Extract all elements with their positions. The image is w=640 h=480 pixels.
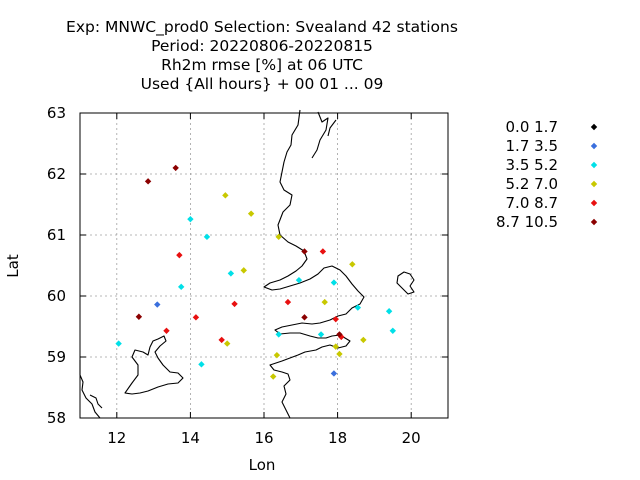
data-point xyxy=(332,315,339,323)
data-point xyxy=(240,267,247,274)
data-point xyxy=(218,336,225,344)
legend-marker xyxy=(590,123,598,131)
station-points xyxy=(115,164,396,380)
data-point xyxy=(385,308,393,315)
title-line-4: Used {All hours} + 00 01 ... 09 xyxy=(141,75,384,93)
data-point xyxy=(354,304,362,311)
y-tick-label: 58 xyxy=(47,409,66,427)
coast-north-inlet xyxy=(311,111,329,159)
y-tick-label: 63 xyxy=(47,104,66,122)
data-point xyxy=(247,210,255,217)
data-point xyxy=(192,314,200,321)
legend-label: 5.2 7.0 xyxy=(506,175,558,193)
coastline xyxy=(79,109,415,419)
coast-northeast xyxy=(327,119,337,137)
data-point xyxy=(187,215,194,223)
data-point xyxy=(319,248,327,255)
data-point xyxy=(336,331,343,338)
x-tick-label: 14 xyxy=(181,429,200,447)
data-point xyxy=(176,251,183,259)
legend-label: 3.5 5.2 xyxy=(506,156,558,174)
data-point xyxy=(231,300,238,308)
data-point xyxy=(178,283,185,291)
x-tick-label: 12 xyxy=(107,429,126,447)
legend-marker xyxy=(590,161,598,169)
data-point xyxy=(163,327,170,334)
data-point xyxy=(144,178,152,185)
data-point xyxy=(332,343,339,350)
coast-west-inlet xyxy=(89,394,103,409)
coast-east xyxy=(263,109,365,419)
grid-lines xyxy=(80,113,448,418)
x-tick-label: 18 xyxy=(328,429,347,447)
data-point xyxy=(154,301,161,308)
data-point xyxy=(330,279,338,286)
legend-label: 1.7 3.5 xyxy=(506,137,558,155)
data-point xyxy=(301,314,308,321)
data-point xyxy=(275,331,282,338)
data-point xyxy=(284,298,292,306)
tick-labels: 12 14 16 18 20 58 59 60 61 62 63 xyxy=(47,104,421,447)
legend: 0.0 1.71.7 3.53.5 5.25.2 7.07.0 8.78.7 1… xyxy=(496,118,598,231)
island-aland xyxy=(396,271,415,295)
y-tick-label: 60 xyxy=(47,287,66,305)
data-point xyxy=(301,248,308,255)
data-point xyxy=(275,233,282,241)
x-axis-label: Lon xyxy=(249,456,276,474)
legend-marker xyxy=(590,180,598,188)
data-point xyxy=(203,233,211,241)
data-point xyxy=(222,192,229,199)
data-point xyxy=(273,351,281,359)
data-point xyxy=(389,327,396,334)
legend-label: 0.0 1.7 xyxy=(506,118,558,136)
y-axis-label: Lat xyxy=(4,254,22,278)
legend-marker xyxy=(590,142,598,150)
lake-vanern xyxy=(124,335,184,395)
title-line-1: Exp: MNWC_prod0 Selection: Svealand 42 s… xyxy=(66,18,458,37)
data-point xyxy=(224,340,231,347)
y-tick-label: 59 xyxy=(47,348,66,366)
y-tick-label: 62 xyxy=(47,165,66,183)
chart-title: Exp: MNWC_prod0 Selection: Svealand 42 s… xyxy=(66,18,458,93)
data-point xyxy=(317,331,325,338)
y-tick-label: 61 xyxy=(47,226,66,244)
data-point xyxy=(115,340,122,347)
data-point xyxy=(321,298,328,306)
legend-marker xyxy=(590,199,598,207)
data-point xyxy=(330,370,338,377)
data-point xyxy=(360,336,367,344)
data-point xyxy=(295,276,303,284)
legend-label: 8.7 10.5 xyxy=(496,213,558,231)
legend-label: 7.0 8.7 xyxy=(506,194,558,212)
data-point xyxy=(336,350,343,358)
title-line-2: Period: 20220806-20220815 xyxy=(151,37,373,55)
tick-marks xyxy=(80,112,448,419)
data-point xyxy=(135,313,143,320)
data-point xyxy=(349,261,356,268)
legend-marker xyxy=(590,218,598,226)
data-point xyxy=(172,164,179,172)
coast-west xyxy=(79,360,101,419)
title-line-3: Rh2m rmse [%] at 06 UTC xyxy=(161,56,363,74)
data-point xyxy=(227,270,235,277)
data-point xyxy=(198,361,205,368)
x-tick-label: 16 xyxy=(254,429,273,447)
data-point xyxy=(270,373,277,380)
x-tick-label: 20 xyxy=(402,429,421,447)
